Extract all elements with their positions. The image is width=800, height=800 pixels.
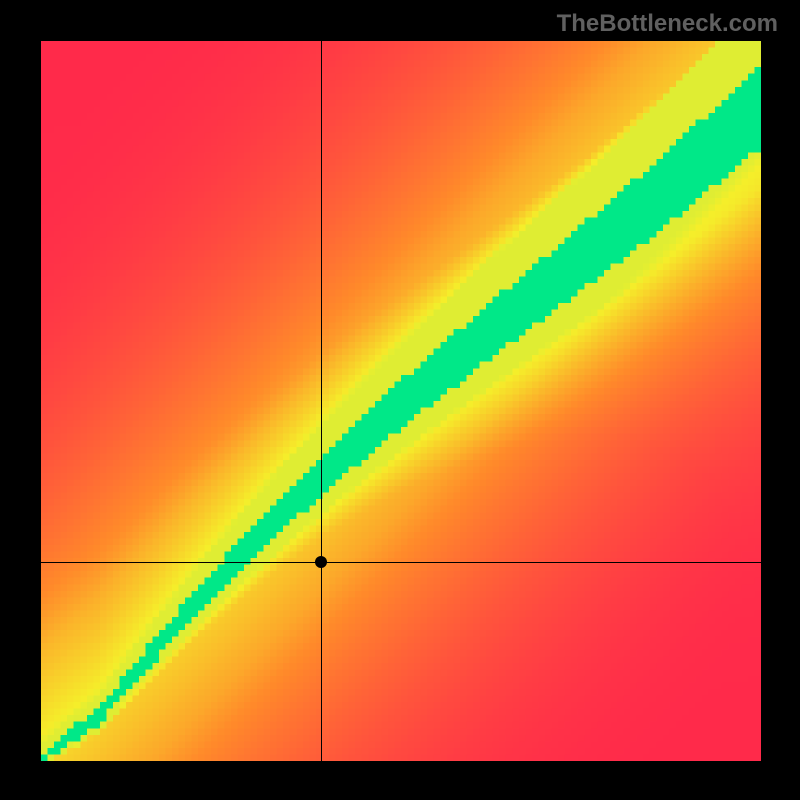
marker-dot xyxy=(315,556,327,568)
watermark-text: TheBottleneck.com xyxy=(557,10,778,38)
crosshair-horizontal xyxy=(41,562,761,563)
heatmap-canvas xyxy=(41,41,761,761)
chart-container: TheBottleneck.com xyxy=(0,0,800,800)
plot-area xyxy=(41,41,761,761)
crosshair-vertical xyxy=(321,41,322,761)
